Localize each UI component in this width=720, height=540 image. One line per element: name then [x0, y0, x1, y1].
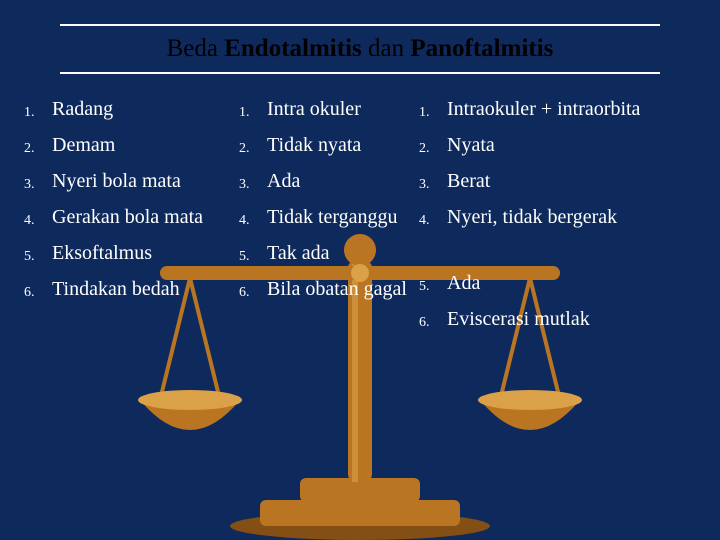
list-item: 1.Intraokuler + intraorbita — [419, 95, 699, 127]
list-number: 5. — [419, 269, 447, 301]
list-text: Demam — [52, 131, 239, 159]
list-item: 2.Nyata — [419, 131, 699, 163]
content-columns: 1.Radang 2.Demam 3.Nyeri bola mata 4.Ger… — [24, 95, 710, 341]
list-number: 3. — [24, 167, 52, 199]
list-text: Tidak terganggu — [267, 203, 419, 231]
title-strong2: Panoftalmitis — [410, 35, 553, 62]
list-number: 1. — [419, 95, 447, 127]
list-number: 3. — [239, 167, 267, 199]
title-strong1: Endotalmitis — [224, 35, 362, 62]
list-item: 5.Ada — [419, 269, 699, 301]
title-bar: Beda Endotalmitis dan Panoftalmitis — [60, 24, 660, 74]
list-text: Bila obatan gagal — [267, 275, 419, 303]
list-number: 5. — [239, 239, 267, 271]
list-item: 5.Eksoftalmus — [24, 239, 239, 271]
list-item: 2.Tidak nyata — [239, 131, 419, 163]
list-number: 5. — [24, 239, 52, 271]
list-item: 6.Bila obatan gagal — [239, 275, 419, 307]
list-item: 6.Tindakan bedah — [24, 275, 239, 307]
list-text: Nyata — [447, 131, 699, 159]
list-text: Tak ada — [267, 239, 419, 267]
list-text: Nyeri bola mata — [52, 167, 239, 195]
list-text: Intra okuler — [267, 95, 419, 123]
column-3: 1.Intraokuler + intraorbita 2.Nyata 3.Be… — [419, 95, 699, 341]
list-number: 1. — [239, 95, 267, 127]
list-number: 6. — [419, 305, 447, 337]
list-text: Tidak nyata — [267, 131, 419, 159]
list-item: 1.Intra okuler — [239, 95, 419, 127]
list-item: 5.Tak ada — [239, 239, 419, 271]
list-number: 4. — [24, 203, 52, 235]
title-pre: Beda — [167, 35, 225, 62]
list-text: Berat — [447, 167, 699, 195]
list-gap — [419, 239, 699, 269]
list-text: Tindakan bedah — [52, 275, 239, 303]
list-text: Nyeri, tidak bergerak — [447, 203, 699, 231]
list-text: Gerakan bola mata — [52, 203, 239, 231]
list-number: 3. — [419, 167, 447, 199]
list-item: 4.Gerakan bola mata — [24, 203, 239, 235]
column-1: 1.Radang 2.Demam 3.Nyeri bola mata 4.Ger… — [24, 95, 239, 341]
list-item: 6.Eviscerasi mutlak — [419, 305, 699, 337]
column-2: 1.Intra okuler 2.Tidak nyata 3.Ada 4.Tid… — [239, 95, 419, 341]
list-text: Ada — [267, 167, 419, 195]
slide-title: Beda Endotalmitis dan Panoftalmitis — [167, 35, 554, 63]
list-text: Radang — [52, 95, 239, 123]
list-item: 4.Nyeri, tidak bergerak — [419, 203, 699, 235]
list-text: Ada — [447, 269, 699, 297]
list-item: 3.Berat — [419, 167, 699, 199]
list-number: 1. — [24, 95, 52, 127]
list-number: 4. — [419, 203, 447, 235]
list-item: 4.Tidak terganggu — [239, 203, 419, 235]
list-item: 3.Nyeri bola mata — [24, 167, 239, 199]
list-text: Intraokuler + intraorbita — [447, 95, 699, 123]
list-number: 2. — [24, 131, 52, 163]
list-item: 1.Radang — [24, 95, 239, 127]
list-number: 2. — [239, 131, 267, 163]
list-item: 2.Demam — [24, 131, 239, 163]
list-number: 2. — [419, 131, 447, 163]
list-number: 4. — [239, 203, 267, 235]
list-text: Eksoftalmus — [52, 239, 239, 267]
list-number: 6. — [24, 275, 52, 307]
list-number: 6. — [239, 275, 267, 307]
title-mid: dan — [362, 35, 411, 62]
list-text: Eviscerasi mutlak — [447, 305, 699, 333]
list-item: 3.Ada — [239, 167, 419, 199]
